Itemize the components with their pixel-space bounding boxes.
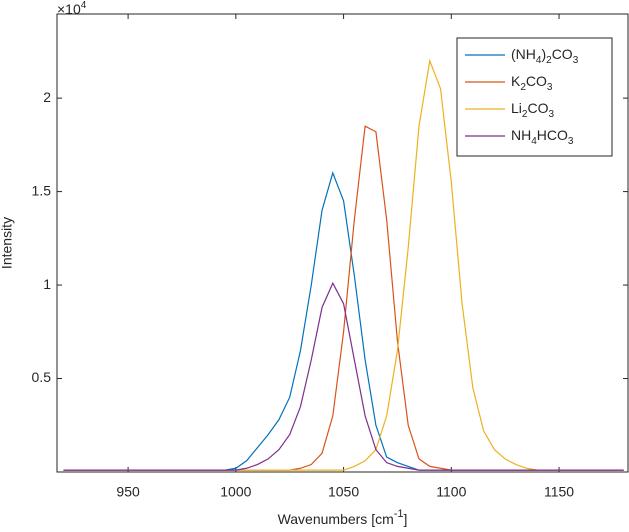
legend-text-part: ) — [541, 46, 546, 62]
x-tick-label: 950 — [116, 484, 140, 500]
y-multiplier: ×104 — [57, 0, 87, 17]
y-tick-label: 2 — [43, 89, 51, 105]
x-axis-label-part: -1 — [394, 508, 404, 520]
legend-label: NH4HCO3 — [511, 127, 574, 147]
legend-text-part: 3 — [547, 82, 553, 93]
y-axis-label: Intensity — [0, 217, 15, 269]
x-tick-label: 1000 — [220, 484, 251, 500]
legend-text-part: NH — [511, 127, 531, 143]
y-tick-label: 0.5 — [32, 369, 52, 385]
legend-text-part: 2 — [522, 109, 528, 120]
x-axis-label-part: Wavenumbers [cm — [278, 511, 394, 527]
legend-text-part: 3 — [548, 109, 554, 120]
legend-label: Li2CO3 — [511, 100, 554, 120]
legend-text-part: 3 — [568, 136, 574, 147]
legend-text-part: 4 — [531, 136, 537, 147]
legend-text-part: 4 — [536, 55, 542, 66]
y-tick-label: 1 — [43, 276, 51, 292]
legend-text-part: 3 — [573, 55, 579, 66]
legend-text-part: 2 — [520, 82, 526, 93]
legend-text-part: HCO — [537, 127, 568, 143]
legend-text-part: 2 — [546, 55, 552, 66]
legend-text-part: Li — [511, 100, 522, 116]
legend-label: K2CO3 — [511, 73, 553, 93]
x-axis-label-part: ] — [404, 511, 408, 527]
x-tick-label: 1150 — [544, 484, 574, 500]
y-multiplier-power: 4 — [81, 0, 87, 11]
legend-text-part: (NH — [511, 46, 536, 62]
x-tick-label: 1050 — [328, 484, 359, 500]
legend-text-part: CO — [526, 73, 547, 89]
legend-text-part: K — [511, 73, 521, 89]
series-line — [63, 281, 624, 471]
legend-label: (NH4)2CO3 — [511, 46, 579, 66]
y-multiplier-base: ×10 — [57, 1, 81, 17]
legend-text-part: CO — [527, 100, 548, 116]
plot-lines — [63, 58, 624, 471]
x-axis-label: Wavenumbers [cm-1] — [278, 508, 408, 527]
legend-text-part: CO — [552, 46, 573, 62]
x-tick-label: 1100 — [436, 484, 466, 500]
y-tick-label: 1.5 — [32, 182, 52, 198]
